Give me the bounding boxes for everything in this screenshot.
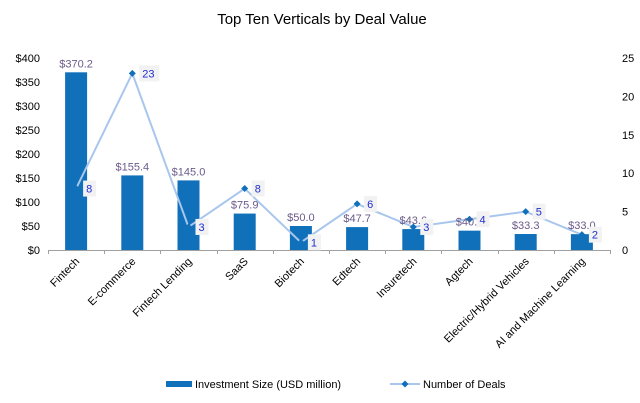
line-data-label-bg [307,234,321,251]
bar [514,234,537,250]
left-axis-tick-label: $0 [28,245,40,257]
line-data-label-bg [588,226,602,243]
line-data-label: 2 [592,230,598,242]
category-label: Insuretech [375,256,420,301]
line-data-label-bg [420,218,434,235]
line-data-label-bg [364,195,378,212]
bar [402,229,425,250]
line-marker [297,238,305,246]
bar [346,227,369,250]
bar [289,226,312,250]
bar [121,175,144,250]
left-axis-tick-label: $250 [16,125,40,137]
right-axis-tick-label: 5 [622,207,628,219]
legend-bar-label: Investment Size (USD million) [195,379,341,391]
line-data-label: 23 [142,68,154,80]
bar-series [65,72,593,250]
line-data-label: 4 [480,214,486,226]
line-marker [466,215,473,223]
bar-data-label: $33.0 [568,220,596,232]
bar [177,180,200,250]
left-axis-tick-label: $150 [16,173,40,185]
line-data-label: 5 [536,207,542,219]
bar-data-label: $47.7 [343,213,371,225]
category-label: SaaS [223,256,251,284]
right-axis-tick-label: 10 [622,168,634,180]
line-data-label: 3 [199,222,205,234]
bar-data-label: $40.3 [456,217,484,229]
bar-data-label: $75.9 [231,200,259,212]
legend-bar-swatch [166,381,192,387]
line-marker [353,200,361,208]
bar-data-labels: $370.2 $155.4 $145.0 $75.9 $50.0 $47.7 $43.6 $4… [59,58,595,232]
left-axis: $0 $50 $100 $150 $200 $250 $300 $350 $400 [16,53,40,257]
line-marker [522,208,530,216]
category-label: Fintech Lending [131,256,195,320]
right-axis-tick-label: 0 [622,245,628,257]
bar-data-label: $33.3 [512,220,540,232]
line-marker [241,185,249,193]
category-label: E-commerce [86,256,139,309]
bar [233,213,256,250]
left-axis-tick-label: $50 [22,221,40,233]
line-data-label: 6 [367,199,373,211]
bar-data-label: $155.4 [115,161,149,173]
right-axis-tick-label: 20 [622,91,634,103]
line-data-label-bg [476,211,490,228]
right-axis-tick-label: 25 [622,53,634,65]
line-marker [128,69,136,77]
line-data-label: 3 [423,222,429,234]
bar [65,72,88,250]
line-path [75,70,583,244]
bar [570,234,593,250]
line-data-label: 8 [255,184,261,196]
legend-line-label: Number of Deals [423,379,506,391]
line-data-label: 8 [86,184,92,196]
left-axis-tick-label: $400 [16,53,40,65]
right-axis-tick-label: 15 [622,130,634,142]
category-label: Edtech [331,256,364,289]
bar-data-label: $50.0 [287,212,315,224]
left-axis-tick-label: $100 [16,197,40,209]
category-label: Agtech [443,256,476,289]
line-series [72,69,586,246]
chart-title: Top Ten Verticals by Deal Value [217,11,427,28]
line-marker [409,223,417,231]
legend-line-marker [401,380,409,388]
bar [458,230,481,250]
line-marker [185,223,192,231]
line-data-label-bg [195,218,209,235]
left-axis-tick-label: $300 [16,101,40,113]
line-data-label: 1 [311,237,317,249]
line-marker [72,185,80,193]
legend: Investment Size (USD million) Number of … [166,379,506,391]
bar-data-label: $370.2 [59,58,93,70]
bar-data-label: $145.0 [172,166,206,178]
category-label: AI and Machine Learning [493,256,588,351]
line-data-label-bg [251,180,265,197]
bar-data-label: $43.6 [400,215,428,227]
line-data-label-bg [532,203,546,220]
line-marker [578,231,586,239]
line-data-label-bg [139,65,160,82]
right-axis: 0 5 10 15 20 25 [622,53,634,257]
line-data-label-bg [83,180,97,197]
left-axis-tick-label: $200 [16,149,40,161]
category-label: Biotech [273,256,307,290]
left-axis-tick-label: $350 [16,77,40,89]
category-label: Fintech [48,256,82,290]
